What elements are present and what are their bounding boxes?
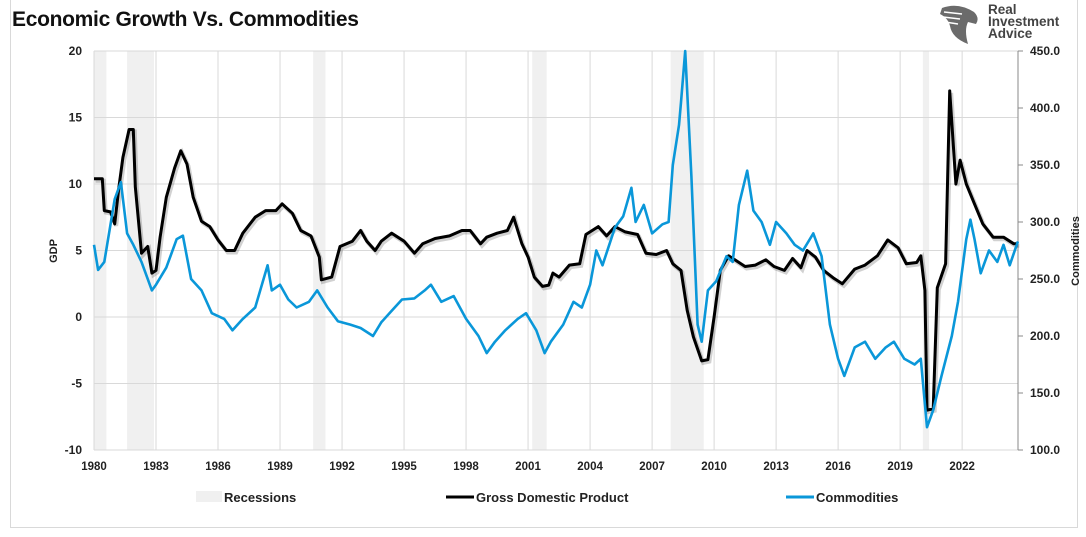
x-tick-label: 2010 (701, 461, 727, 473)
logo-line: Advice (988, 26, 1033, 41)
x-tick-label: 1998 (453, 461, 479, 473)
chart-title: Economic Growth Vs. Commodities (12, 8, 359, 31)
logo-text: Real Investment Advice (988, 2, 1060, 41)
left-tick-label: -5 (71, 377, 82, 391)
x-tick-label: 1992 (329, 461, 355, 473)
x-tick-label: 2001 (515, 461, 541, 473)
legend-label: Gross Domestic Product (476, 490, 629, 505)
commodities-line (92, 49, 1020, 429)
right-tick-label: 200.0 (1030, 329, 1060, 343)
legend-label: Recessions (224, 490, 296, 505)
x-tick-label: 2013 (763, 461, 789, 473)
x-tick-label: 2016 (825, 461, 851, 473)
eagle-head-icon (940, 5, 978, 44)
x-tick-label: 1995 (391, 461, 417, 473)
right-tick-label: 300.0 (1030, 215, 1060, 229)
x-tick-label: 1980 (81, 461, 107, 473)
left-tick-label: 5 (75, 244, 82, 258)
logo: Real Investment Advice (938, 2, 1078, 46)
right-tick-label: 150.0 (1030, 386, 1060, 400)
gdp-line (94, 89, 1018, 412)
left-tick-label: 20 (69, 44, 83, 58)
right-tick-label: 450.0 (1030, 44, 1060, 58)
right-tick-label: 100.0 (1030, 443, 1060, 457)
right-tick-label: 400.0 (1030, 101, 1060, 115)
x-tick-label: 1983 (143, 461, 169, 473)
legend-swatch-recessions (196, 491, 222, 502)
x-tick-label: 1986 (205, 461, 231, 473)
logo-line: Investment (988, 14, 1060, 29)
x-tick-label: 2007 (639, 461, 665, 473)
logo-line: Real (988, 2, 1017, 17)
x-tick-label: 2004 (577, 461, 603, 473)
right-tick-label: 350.0 (1030, 158, 1060, 172)
x-tick-label: 1989 (267, 461, 293, 473)
left-axis-label: GDP (48, 239, 60, 263)
left-tick-label: 15 (69, 111, 83, 125)
left-tick-label: -10 (65, 443, 83, 457)
legend-label: Commodities (816, 490, 898, 505)
left-tick-label: 10 (69, 177, 83, 191)
chart-frame (10, 0, 1078, 528)
right-axis-label: Commodities (1070, 216, 1082, 286)
left-tick-label: 0 (75, 310, 82, 324)
x-tick-label: 2022 (949, 461, 975, 473)
x-tick-label: 2019 (887, 461, 913, 473)
right-tick-label: 250.0 (1030, 272, 1060, 286)
